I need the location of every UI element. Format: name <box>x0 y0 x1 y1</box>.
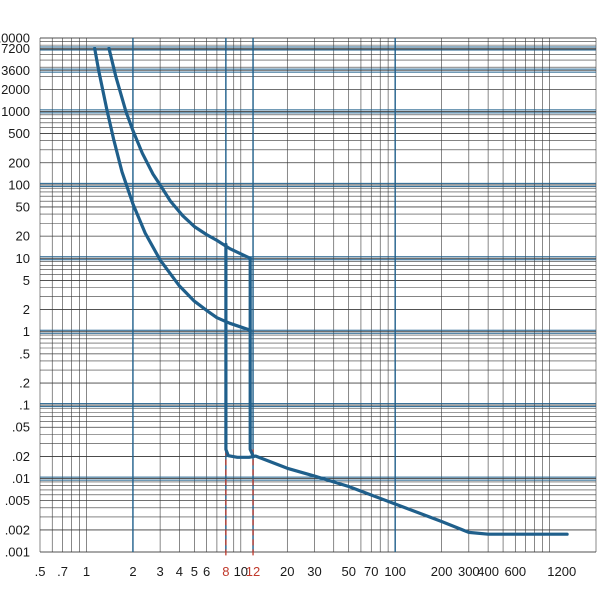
y-tick-label: 500 <box>8 126 30 141</box>
y-tick-label: 1000 <box>1 104 30 119</box>
x-tick-label: 5 <box>191 564 198 579</box>
y-tick-label: .02 <box>12 449 30 464</box>
trip-curve-1 <box>93 46 252 332</box>
x-tick-label: 300 <box>458 564 480 579</box>
trip-curve-4 <box>248 256 255 458</box>
x-tick-label: 600 <box>504 564 526 579</box>
y-tick-label: .01 <box>12 471 30 486</box>
x-tick-label: 2 <box>129 564 136 579</box>
y-tick-label: 10000 <box>0 31 30 46</box>
x-tick-label: .7 <box>57 564 68 579</box>
y-tick-label: 2000 <box>1 82 30 97</box>
curve-layer <box>93 46 569 536</box>
y-tick-label: .001 <box>5 545 30 560</box>
y-tick-label: .1 <box>19 398 30 413</box>
x-tick-label: 70 <box>364 564 378 579</box>
x-tick-label: 10 <box>234 564 248 579</box>
x-tick-label: 3 <box>156 564 163 579</box>
y-tick-label: .005 <box>5 493 30 508</box>
x-tick-label: 30 <box>307 564 321 579</box>
trip-curve-2 <box>107 46 252 260</box>
x-tick-label: 100 <box>384 564 406 579</box>
y-tick-label: 20 <box>16 229 30 244</box>
y-tick-labels: 100007200 3600 2000 1000 500 200 100 50 20 10 5 2 1.… <box>0 31 30 560</box>
y-tick-label: 2 <box>23 302 30 317</box>
y-tick-label: .2 <box>19 376 30 391</box>
grid-layer <box>39 37 597 553</box>
x-tick-label: 1 <box>83 564 90 579</box>
x-tick-label: 1200 <box>547 564 576 579</box>
y-tick-label: 7200 <box>1 41 30 56</box>
y-tick-label: 5 <box>23 273 30 288</box>
x-tick-label: 50 <box>341 564 355 579</box>
y-tick-label: .5 <box>19 346 30 361</box>
x-tick-label: 4 <box>176 564 183 579</box>
y-tick-label: .05 <box>12 420 30 435</box>
x-tick-label: 6 <box>203 564 210 579</box>
y-tick-label: 50 <box>16 199 30 214</box>
y-tick-label: 1 <box>23 324 30 339</box>
marker-layer <box>225 449 254 556</box>
y-tick-label: 200 <box>8 155 30 170</box>
x-tick-label: 200 <box>431 564 453 579</box>
x-tick-label: .5 <box>35 564 46 579</box>
x-tick-label: 400 <box>477 564 499 579</box>
y-tick-label: 3600 <box>1 63 30 78</box>
y-tick-label: 100 <box>8 177 30 192</box>
x-tick-label: 20 <box>280 564 294 579</box>
x-tick-label: 8 <box>222 564 229 579</box>
y-tick-label: 10 <box>16 251 30 266</box>
y-tick-label: .002 <box>5 522 30 537</box>
x-tick-label: 12 <box>246 564 260 579</box>
trip-curve-3 <box>224 242 569 536</box>
